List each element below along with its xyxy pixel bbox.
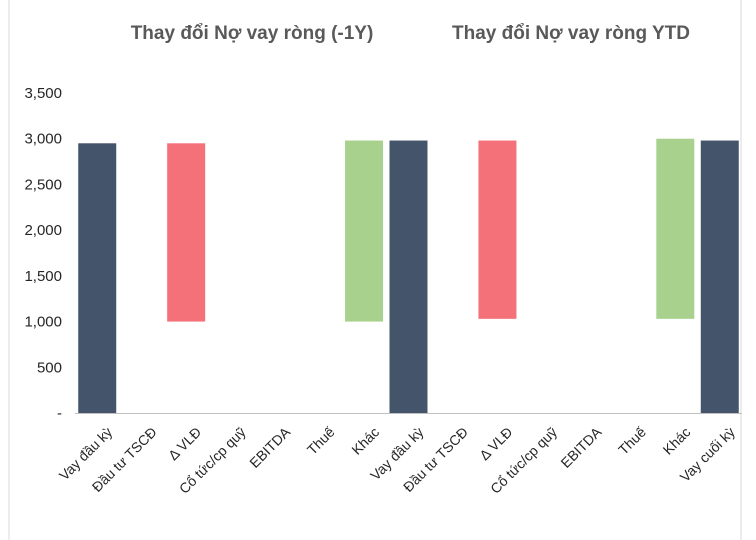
bar-increase	[478, 140, 517, 319]
x-tick-label: Δ VLĐ	[165, 424, 204, 463]
x-tick-label: Δ VLĐ	[476, 424, 515, 463]
chart-title-right: Thay đổi Nợ vay ròng YTD	[452, 23, 690, 44]
x-tick-label: Khác	[660, 424, 694, 458]
y-tick-label: -	[57, 405, 62, 422]
y-tick-label: 3,500	[24, 85, 62, 102]
x-tick-label: Khác	[348, 424, 382, 458]
x-tick-label: Thuế	[615, 424, 649, 458]
y-tick-label: 1,500	[24, 268, 62, 285]
bar-series	[78, 138, 739, 414]
bar-decrease	[345, 140, 384, 322]
bar-total	[78, 143, 117, 414]
x-tick-label: Thuế	[304, 424, 338, 458]
y-tick-label: 3,000	[24, 131, 62, 148]
bar-total	[389, 140, 428, 414]
y-axis: - 500 1,000 1,500 2,000 2,500 3,000 3,500	[24, 85, 62, 422]
x-tick-label: EBITDA	[246, 423, 294, 471]
x-tick-label: EBITDA	[557, 423, 605, 471]
bar-decrease	[656, 138, 695, 319]
bar-increase	[167, 143, 206, 322]
y-tick-label: 1,000	[24, 314, 62, 331]
bar-total	[700, 140, 739, 414]
y-tick-label: 2,000	[24, 222, 62, 239]
y-tick-label: 2,500	[24, 176, 62, 193]
y-tick-label: 500	[37, 359, 62, 376]
chart-title-left: Thay đổi Nợ vay ròng (-1Y)	[131, 23, 374, 44]
